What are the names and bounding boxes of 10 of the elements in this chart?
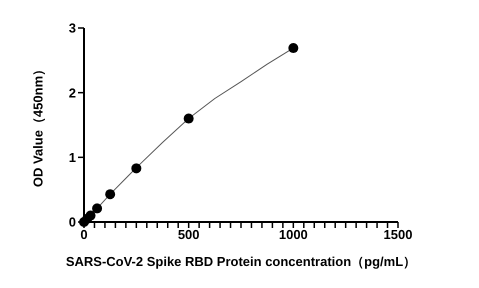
y-tick-label: 2 — [68, 85, 76, 100]
x-tick-label: 0 — [80, 227, 88, 242]
x-tick-label: 1000 — [278, 227, 308, 242]
y-tick-label: 3 — [68, 20, 76, 36]
y-axis-title: OD Value（450nm） — [30, 62, 46, 188]
x-tick-label: 500 — [178, 227, 200, 242]
x-tick-label: 1500 — [384, 227, 412, 242]
y-tick-label: 1 — [68, 150, 76, 165]
x-axis-title: SARS-CoV-2 Spike RBD Protein concentration（pg/mL） — [66, 254, 416, 269]
y-tick-label: 0 — [68, 214, 76, 230]
